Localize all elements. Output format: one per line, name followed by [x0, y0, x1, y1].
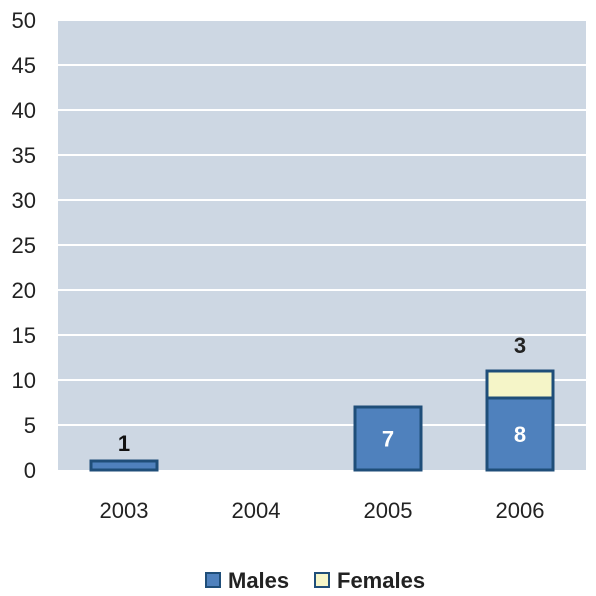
y-tick-label: 20 [12, 278, 36, 303]
x-tick-label: 2003 [100, 498, 149, 523]
legend-swatch-males [205, 572, 221, 588]
legend: Males Females [205, 568, 425, 593]
bar-females-2006 [485, 369, 555, 400]
y-tick-label: 5 [24, 413, 36, 438]
y-tick-label: 35 [12, 143, 36, 168]
bar-males-2005 [353, 405, 423, 472]
legend-label-females: Females [337, 568, 425, 593]
y-tick-label: 0 [24, 458, 36, 483]
bars [89, 369, 555, 472]
x-axis-ticks: 2003 2004 2005 2006 [100, 498, 545, 523]
data-label-males-2005: 7 [382, 427, 394, 452]
x-tick-label: 2005 [364, 498, 413, 523]
data-label-males-2003: 1 [118, 431, 130, 456]
y-tick-label: 15 [12, 323, 36, 348]
y-tick-label: 25 [12, 233, 36, 258]
legend-label-males: Males [228, 568, 289, 593]
y-tick-label: 10 [12, 368, 36, 393]
y-tick-label: 40 [12, 98, 36, 123]
x-tick-label: 2004 [232, 498, 281, 523]
gridlines [58, 19, 586, 426]
data-label-females-2006: 3 [514, 333, 526, 358]
data-label-males-2006: 8 [514, 422, 526, 447]
y-tick-label: 30 [12, 188, 36, 213]
legend-swatch-females [314, 572, 330, 588]
y-tick-label: 45 [12, 53, 36, 78]
y-axis-ticks: 0 5 10 15 20 25 30 35 40 45 50 [12, 8, 36, 483]
y-tick-label: 50 [12, 8, 36, 33]
data-labels: 1 7 83 [118, 333, 526, 456]
x-tick-label: 2006 [496, 498, 545, 523]
bar-males-2003 [89, 459, 159, 472]
